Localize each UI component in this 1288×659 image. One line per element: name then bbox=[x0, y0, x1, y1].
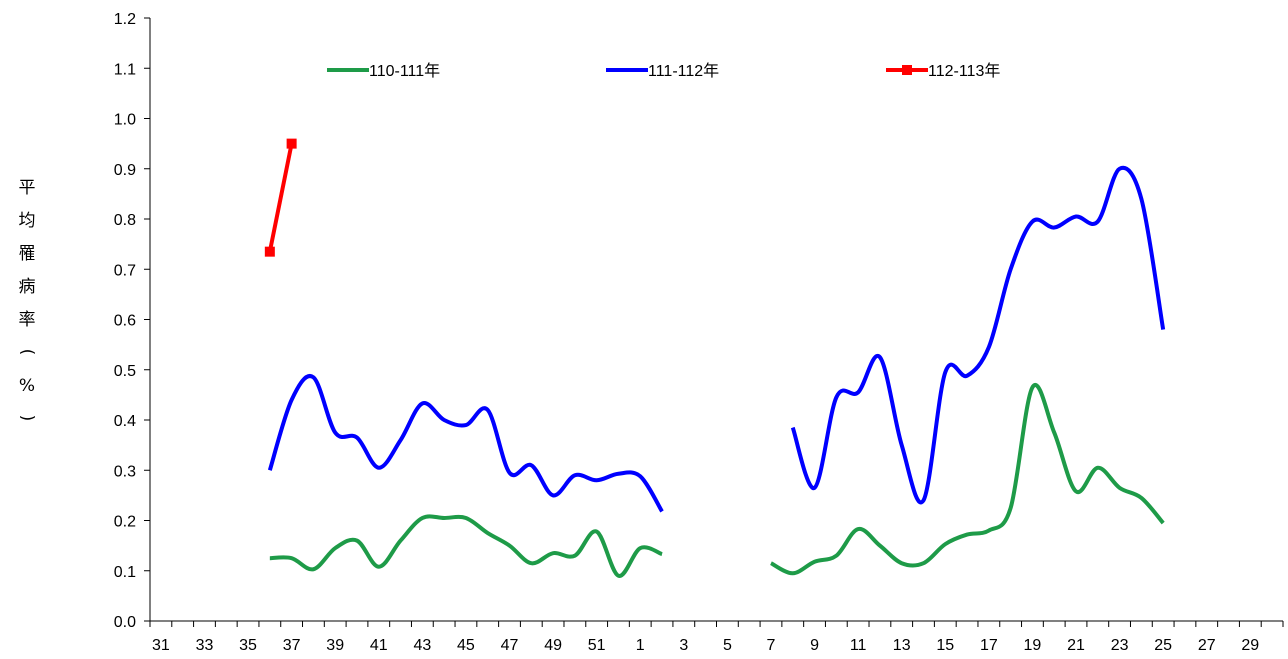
legend-label: 111-112年 bbox=[648, 62, 719, 80]
series-line bbox=[267, 143, 294, 253]
x-tick-label: 13 bbox=[893, 637, 911, 654]
y-tick-label: 0.2 bbox=[114, 514, 136, 531]
x-tick-label: 17 bbox=[980, 637, 998, 654]
series-3 bbox=[264, 138, 297, 257]
legend-label: 112-113年 bbox=[928, 62, 1000, 80]
y-axis-label-char: 罹 bbox=[19, 244, 36, 264]
x-tick-label: 25 bbox=[1154, 637, 1172, 654]
y-tick-label: 0.9 bbox=[114, 162, 136, 179]
x-tick-label: 23 bbox=[1111, 637, 1129, 654]
y-tick-label: 1.1 bbox=[114, 61, 136, 78]
x-axis-ticks: 31 33 35 37 39 41 43 45 47 49 51 1 3 5 7 9 11 13 15 17 19 21 2… bbox=[149, 621, 1284, 654]
data-point bbox=[264, 246, 275, 257]
legend-item: 111-112年 bbox=[606, 62, 719, 80]
y-axis-ticks: 0.0 0.1 0.2 0.3 0.4 0.5 0.6 0.7 0.8 0.9 1.0 1.1 1.2 bbox=[114, 11, 150, 631]
series-2 bbox=[267, 165, 1166, 513]
x-tick-label: 29 bbox=[1241, 637, 1259, 654]
series-line bbox=[790, 165, 1166, 505]
x-tick-label: 45 bbox=[457, 637, 475, 654]
x-tick-label: 47 bbox=[501, 637, 519, 654]
x-tick-label: 5 bbox=[723, 637, 732, 654]
y-tick-label: 1.0 bbox=[114, 112, 136, 129]
x-tick-label: 49 bbox=[544, 637, 562, 654]
x-tick-label: 31 bbox=[152, 637, 170, 654]
x-tick-label: 19 bbox=[1024, 637, 1042, 654]
legend: 110-111年 111-112年 112-113年 bbox=[327, 62, 1000, 80]
x-tick-label: 27 bbox=[1198, 637, 1216, 654]
series-line bbox=[267, 374, 664, 513]
x-tick-label: 41 bbox=[370, 637, 388, 654]
legend-label: 110-111年 bbox=[369, 62, 440, 80]
y-axis-label-char: % bbox=[19, 376, 35, 396]
x-tick-label: 9 bbox=[810, 637, 819, 654]
y-axis-label-char: ) bbox=[17, 415, 37, 422]
data-point bbox=[286, 138, 297, 149]
x-tick-label: 35 bbox=[239, 637, 257, 654]
y-axis-label-char: 均 bbox=[19, 211, 36, 231]
y-axis-label-char: 病 bbox=[19, 277, 36, 297]
y-tick-label: 0.4 bbox=[114, 413, 136, 430]
series-layer bbox=[264, 138, 1166, 578]
series-1 bbox=[269, 383, 1165, 578]
x-tick-label: 11 bbox=[850, 637, 867, 654]
legend-item: 112-113年 bbox=[886, 62, 1000, 80]
y-axis-label-char: 平 bbox=[19, 178, 36, 198]
x-tick-label: 39 bbox=[326, 637, 344, 654]
series-line bbox=[770, 383, 1165, 576]
x-tick-label: 1 bbox=[636, 637, 645, 654]
x-tick-label: 51 bbox=[588, 637, 606, 654]
x-tick-label: 33 bbox=[196, 637, 214, 654]
y-tick-label: 0.8 bbox=[114, 212, 136, 229]
y-axis-label-char: ( bbox=[17, 349, 37, 356]
y-axis-label-char: 率 bbox=[19, 310, 36, 330]
y-tick-label: 0.6 bbox=[114, 313, 136, 330]
y-tick-label: 0.3 bbox=[114, 463, 136, 480]
x-tick-label: 43 bbox=[413, 637, 431, 654]
y-tick-label: 0.0 bbox=[114, 614, 136, 631]
x-tick-label: 37 bbox=[283, 637, 301, 654]
y-tick-label: 0.7 bbox=[114, 262, 136, 279]
y-tick-label: 0.5 bbox=[114, 363, 136, 380]
x-tick-label: 15 bbox=[936, 637, 954, 654]
y-tick-label: 1.2 bbox=[114, 11, 136, 28]
axes bbox=[149, 18, 1283, 622]
legend-item: 110-111年 bbox=[327, 62, 440, 80]
x-tick-label: 7 bbox=[767, 637, 776, 654]
legend-marker bbox=[902, 65, 912, 75]
y-tick-label: 0.1 bbox=[114, 564, 136, 581]
x-tick-label: 3 bbox=[679, 637, 688, 654]
x-tick-label: 21 bbox=[1067, 637, 1085, 654]
series-line bbox=[269, 514, 663, 578]
